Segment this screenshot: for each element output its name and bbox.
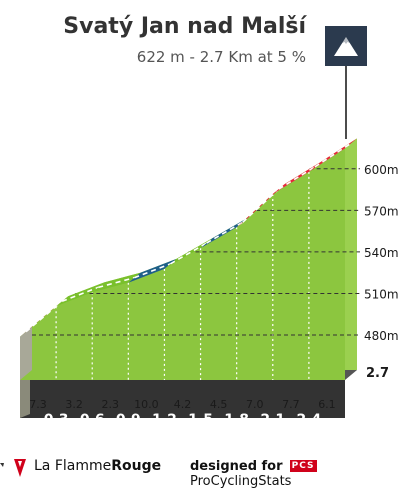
altitude-gridlines <box>32 168 360 380</box>
segment-centerline <box>61 286 99 303</box>
segment-gradient-label: 7.7 <box>282 398 300 411</box>
segment-centerline <box>242 188 280 223</box>
designed-for: designed for PCS ProCyclingStats <box>190 459 420 489</box>
mountain-peak-icon <box>334 37 358 56</box>
segment-centerline <box>206 221 244 244</box>
segment-centerline <box>170 242 207 265</box>
km-marker-label: 2.1 <box>260 412 285 428</box>
segment-gradient-label: 3.2 <box>65 398 83 411</box>
segment-centerline <box>314 142 352 168</box>
segment-gradient-label: 10.0 <box>134 398 159 411</box>
altitude-tick-label: 570m <box>364 204 399 218</box>
km-marker-label: 2.4 <box>296 412 321 428</box>
segment-gradient-label: 4.2 <box>174 398 192 411</box>
km-marker-label: 1.8 <box>224 412 249 428</box>
climb-title: Svatý Jan nad Malší <box>63 14 306 39</box>
brand-name-suffix: Rouge <box>111 458 162 474</box>
altitude-tick-label: 540m <box>364 246 399 260</box>
designed-for-label: designed for <box>190 459 283 474</box>
km-marker-label: 0.3 <box>44 412 69 428</box>
distance-end-label: 2.7 <box>366 366 389 381</box>
flame-logo-icon <box>0 459 26 477</box>
profile-top-edge <box>20 138 357 337</box>
pcs-badge: PCS <box>289 460 317 472</box>
segment-centerline <box>98 276 135 289</box>
altitude-tick-label: 510m <box>364 287 399 301</box>
segment-gradient-label: 4.5 <box>210 398 228 411</box>
km-marker-label: 1.5 <box>188 412 213 428</box>
km-marker-label: 1.2 <box>152 412 177 428</box>
km-marker-label: 0.9 <box>116 412 141 428</box>
profile-area <box>20 138 357 380</box>
segment-gradient-label: 6.1 <box>318 398 336 411</box>
segment-gradient-label: 2.3 <box>102 398 120 411</box>
base-front <box>20 380 345 418</box>
climb-subtitle: 622 m - 2.7 Km at 5 % <box>136 48 306 66</box>
base-side <box>20 370 30 418</box>
profile-side-face <box>20 326 32 380</box>
km-marker-label: 0.6 <box>80 412 105 428</box>
segment-centerline <box>278 166 316 190</box>
profile-front-area <box>20 148 345 380</box>
chart-labels: 7.3 3.2 2.3 10.0 4.2 4.5 7.0 7.7 6.1 0.3 0.6 0.9 1.2… <box>29 163 398 428</box>
segment-centerline <box>134 263 171 279</box>
altitude-tick-label: 600m <box>364 163 399 177</box>
procyclingstats-label: ProCyclingStats <box>190 474 292 489</box>
summit-badge <box>325 26 367 66</box>
segment-gradient-label: 7.0 <box>246 398 264 411</box>
brand-name-prefix: La Flamme <box>34 458 112 474</box>
segment-centerline <box>25 300 63 333</box>
altitude-tick-label: 480m <box>364 329 399 343</box>
segment-gradient-label: 7.3 <box>29 398 47 411</box>
